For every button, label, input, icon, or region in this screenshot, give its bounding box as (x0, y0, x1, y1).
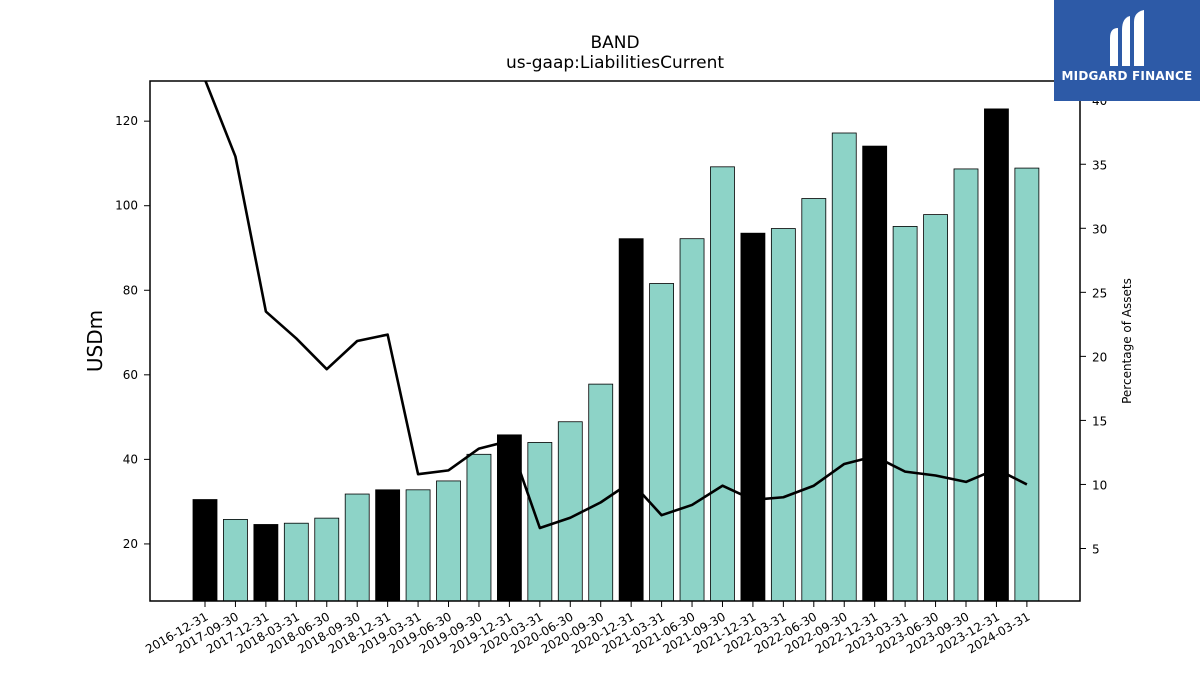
bar-2018-06-30 (314, 517, 340, 602)
bar-2019-06-30 (436, 480, 461, 602)
bar-2023-09-30 (953, 168, 979, 602)
y-tick-label-100: 100 (115, 199, 138, 213)
logo-text: MIDGARD FINANCE (1061, 69, 1193, 83)
bar-2020-06-30 (557, 421, 583, 602)
bar-2020-09-30 (588, 383, 614, 602)
bar-2020-03-31 (527, 442, 553, 602)
chart-subtitle: us-gaap:LiabilitiesCurrent (506, 53, 724, 73)
bar-2018-12-31 (375, 489, 401, 602)
y-tick-label-60: 60 (123, 368, 138, 382)
y-axis-label: USDm (83, 310, 107, 372)
bar-2018-03-31 (283, 522, 309, 602)
bar-2022-12-31 (862, 145, 888, 602)
bar-2021-06-30 (679, 238, 705, 602)
bar-2021-09-30 (710, 166, 735, 602)
bar-2021-03-31 (649, 283, 674, 602)
y2-tick-label-20: 20 (1092, 350, 1107, 364)
bar-2016-12-31 (192, 499, 218, 602)
bar-2023-03-31 (892, 226, 918, 602)
bar-2017-12-31 (253, 524, 279, 602)
percentage-line (204, 81, 1028, 530)
bar-2018-09-30 (344, 493, 370, 602)
plot-frame (149, 80, 1081, 602)
y2-tick-label-25: 25 (1092, 286, 1107, 300)
y2-tick-label-15: 15 (1092, 414, 1107, 428)
y-tick-label-20: 20 (123, 537, 138, 551)
bar-2021-12-31 (740, 232, 766, 602)
bar-2023-12-31 (984, 108, 1009, 602)
bar-2017-09-30 (223, 519, 248, 602)
bar-2022-09-30 (831, 132, 857, 602)
bar-2023-06-30 (923, 214, 948, 602)
bar-2024-03-31 (1014, 167, 1040, 602)
x-axis: 2016-12-312017-09-302017-12-312018-03-31… (143, 601, 1032, 656)
bar-2022-03-31 (770, 228, 796, 602)
y-tick-label-120: 120 (115, 114, 138, 128)
midgard-logo-icon (1110, 10, 1144, 66)
logo: MIDGARD FINANCE (1054, 0, 1200, 101)
y2-tick-label-5: 5 (1092, 542, 1100, 556)
bar-2020-12-31 (618, 238, 644, 602)
bar-2019-12-31 (496, 434, 522, 602)
y2-tick-label-10: 10 (1092, 478, 1107, 492)
y-tick-label-80: 80 (123, 283, 138, 297)
line-group (204, 81, 1028, 530)
y2-tick-label-35: 35 (1092, 158, 1107, 172)
chart-title: BAND (590, 33, 639, 53)
y2-tick-label-30: 30 (1092, 222, 1107, 236)
y-tick-label-40: 40 (123, 452, 138, 466)
bar-group (192, 108, 1040, 602)
y-axis-left: 20 40 60 80 100 120 (115, 114, 150, 551)
bar-2022-06-30 (801, 198, 827, 602)
bar-2019-03-31 (405, 489, 431, 602)
y2-axis-label: Percentage of Assets (1120, 278, 1134, 404)
bar-2019-09-30 (466, 453, 492, 602)
